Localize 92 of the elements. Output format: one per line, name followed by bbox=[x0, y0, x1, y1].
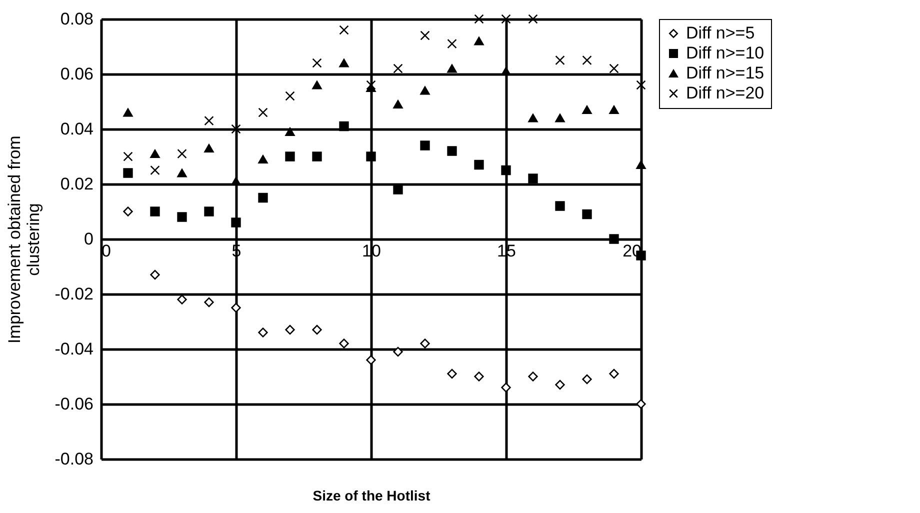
y-tick-label: 0.06 bbox=[60, 64, 94, 84]
point bbox=[609, 105, 619, 114]
point bbox=[177, 294, 187, 304]
point bbox=[447, 146, 457, 156]
point bbox=[123, 168, 133, 178]
point bbox=[609, 368, 619, 379]
y-axis-title: Improvement obtained from clustering bbox=[4, 136, 43, 344]
point bbox=[177, 148, 187, 159]
point bbox=[204, 116, 214, 126]
legend-label: Diff n>=20 bbox=[686, 84, 764, 102]
point bbox=[420, 140, 430, 150]
point bbox=[528, 174, 538, 184]
point bbox=[582, 55, 592, 66]
point bbox=[258, 192, 268, 203]
point bbox=[204, 297, 214, 308]
x-axis-title: Size of the Hotlist bbox=[312, 488, 431, 504]
point bbox=[474, 160, 484, 170]
point bbox=[231, 124, 241, 134]
point bbox=[393, 346, 403, 357]
point bbox=[258, 154, 268, 164]
point bbox=[420, 86, 430, 95]
legend-label: Diff n>=5 bbox=[686, 24, 755, 42]
y-tick-label: 0.02 bbox=[60, 174, 94, 194]
y-tick-label: -0.08 bbox=[54, 450, 94, 468]
point bbox=[285, 152, 295, 162]
point bbox=[177, 212, 187, 222]
point bbox=[501, 14, 511, 24]
point bbox=[312, 324, 322, 335]
point bbox=[528, 114, 538, 122]
point bbox=[447, 64, 457, 73]
point bbox=[555, 380, 565, 390]
point bbox=[528, 372, 538, 382]
point bbox=[501, 165, 511, 176]
point bbox=[420, 338, 430, 348]
point bbox=[636, 399, 646, 409]
point bbox=[366, 80, 376, 90]
point bbox=[393, 64, 403, 74]
point bbox=[123, 108, 133, 117]
point bbox=[285, 324, 295, 335]
point bbox=[177, 168, 187, 178]
y-tick-label: -0.04 bbox=[54, 340, 94, 358]
point bbox=[447, 368, 457, 379]
point bbox=[555, 55, 565, 66]
point bbox=[204, 206, 214, 216]
point bbox=[231, 218, 241, 228]
point bbox=[150, 149, 160, 158]
point bbox=[339, 338, 349, 348]
point bbox=[474, 36, 484, 46]
legend-label: Diff n>=15 bbox=[686, 64, 764, 82]
point bbox=[609, 234, 619, 244]
point bbox=[582, 209, 592, 220]
point bbox=[447, 38, 457, 49]
point bbox=[474, 14, 484, 24]
y-tick-label: 0.08 bbox=[60, 10, 94, 28]
point bbox=[150, 270, 160, 280]
point bbox=[123, 206, 133, 216]
point bbox=[582, 374, 592, 384]
point bbox=[123, 152, 133, 162]
point bbox=[312, 152, 322, 162]
point bbox=[636, 80, 646, 90]
point bbox=[474, 372, 484, 382]
point bbox=[555, 114, 565, 122]
legend-label: Diff n>=10 bbox=[686, 44, 764, 62]
point bbox=[366, 152, 376, 162]
point bbox=[528, 14, 538, 24]
point bbox=[636, 160, 646, 170]
point bbox=[420, 30, 430, 40]
point bbox=[501, 382, 511, 392]
point bbox=[339, 121, 349, 132]
point bbox=[393, 184, 403, 194]
y-tick-label: -0.06 bbox=[54, 394, 94, 414]
point bbox=[285, 91, 295, 101]
point bbox=[393, 100, 403, 109]
y-tick-label: -0.02 bbox=[54, 284, 94, 304]
point bbox=[204, 144, 214, 153]
point bbox=[366, 355, 376, 365]
point bbox=[609, 64, 619, 74]
point bbox=[312, 58, 322, 68]
point bbox=[150, 206, 160, 216]
x-tick-label: 0 bbox=[102, 242, 111, 260]
point bbox=[258, 328, 268, 338]
point bbox=[312, 80, 322, 90]
y-tick-label: 0.04 bbox=[60, 120, 94, 138]
point bbox=[582, 105, 592, 114]
point bbox=[285, 127, 295, 136]
point bbox=[231, 302, 241, 313]
point bbox=[258, 108, 268, 118]
point bbox=[339, 25, 349, 35]
point bbox=[339, 58, 349, 68]
point bbox=[150, 165, 160, 176]
y-tick-label: 0 bbox=[84, 230, 94, 248]
point bbox=[555, 201, 565, 211]
